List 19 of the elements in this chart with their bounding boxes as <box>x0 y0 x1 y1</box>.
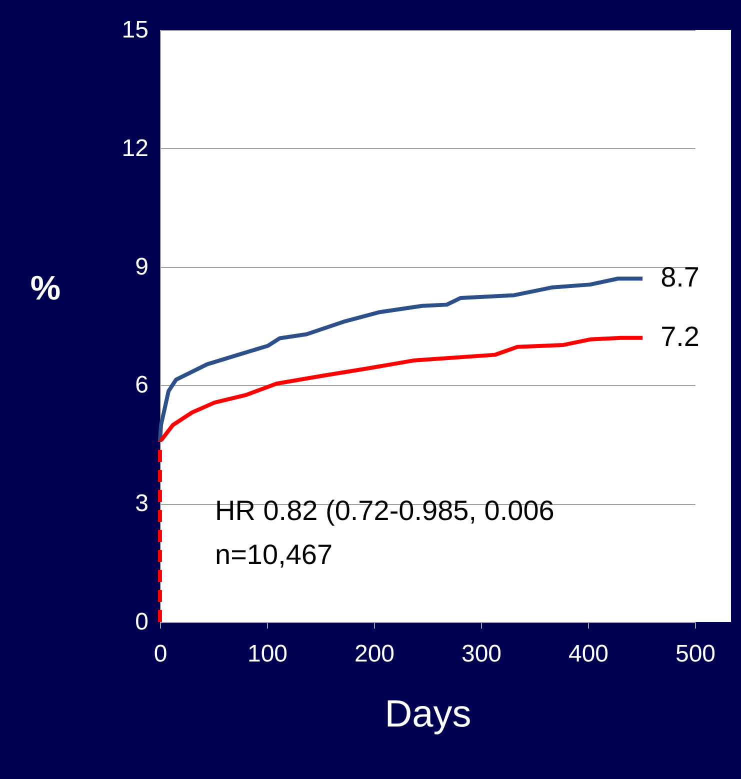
x-tick-label: 300 <box>461 640 502 668</box>
y-axis-title: % <box>30 270 61 308</box>
annotation: n=10,467 <box>215 539 333 570</box>
y-tick-label: 0 <box>135 608 148 636</box>
y-tick-label: 15 <box>122 16 148 44</box>
line-series <box>158 276 645 442</box>
x-tick-label: 500 <box>675 640 716 668</box>
y-tick-label: 6 <box>135 372 148 399</box>
annotation: HR 0.82 (0.72-0.985, 0.006 <box>215 495 554 526</box>
annotation: 8.7 <box>660 262 700 293</box>
x-tick-label: 0 <box>154 640 168 668</box>
x-tick-label: 200 <box>354 640 395 668</box>
y-tick-label: 12 <box>122 134 148 162</box>
x-tick-label: 400 <box>568 640 609 668</box>
annotation: 7.2 <box>660 320 700 352</box>
x-tick-label: 100 <box>247 640 288 668</box>
y-tick-label: 9 <box>135 253 148 280</box>
y-tick-label: 3 <box>135 490 148 518</box>
x-axis-title: Days <box>384 694 472 736</box>
